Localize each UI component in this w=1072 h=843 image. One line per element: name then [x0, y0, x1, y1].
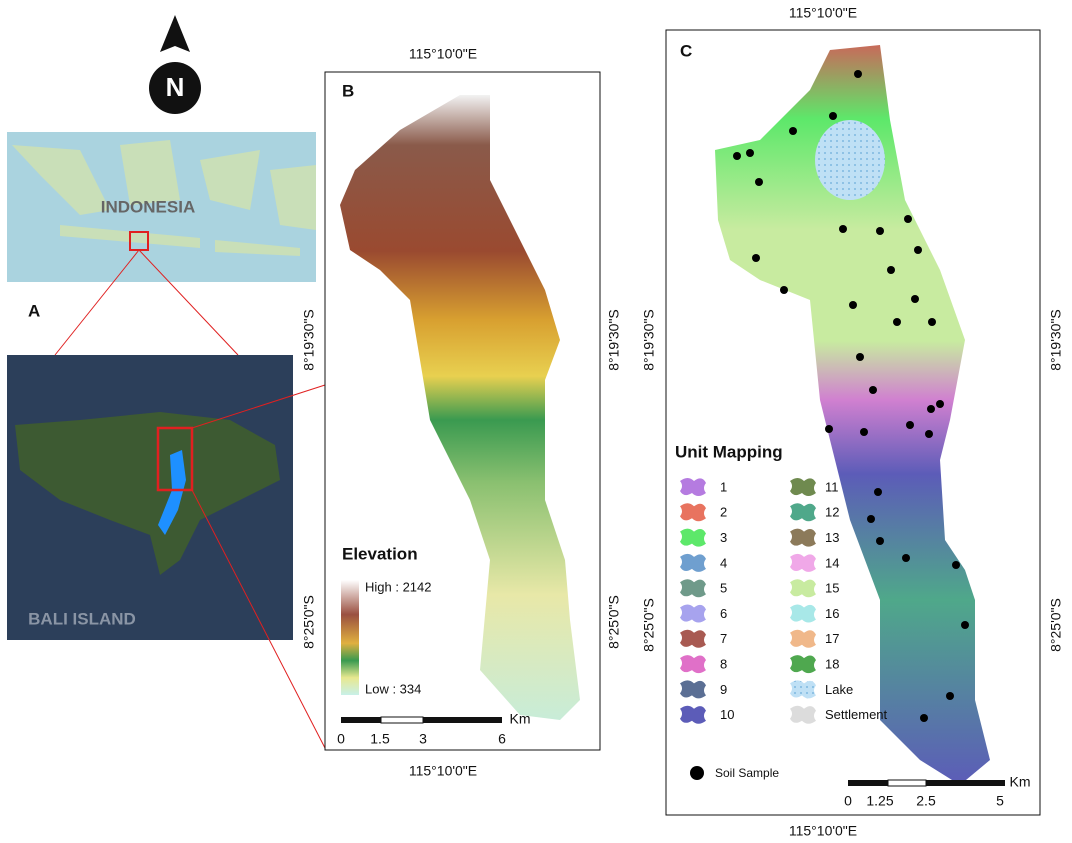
lon-label: 115°10'0"E: [789, 5, 857, 21]
lat-label: 8°25'0"S: [1048, 598, 1064, 652]
lat-label: 8°25'0"S: [606, 595, 622, 649]
legend-label: 6: [720, 606, 727, 621]
legend-swatch: [790, 554, 816, 572]
sample-symbol: [690, 766, 704, 780]
lat-label: 8°19'30"S: [641, 309, 657, 371]
legend-label: 4: [720, 555, 727, 570]
legend-label: Settlement: [825, 707, 888, 722]
legend-high: High : 2142: [365, 579, 432, 594]
legend-swatch: [680, 554, 706, 572]
lat-label: 8°25'0"S: [641, 598, 657, 652]
legend-label: 3: [720, 530, 727, 545]
lon-label: 115°10'0"E: [409, 46, 477, 62]
legend-label: 16: [825, 606, 839, 621]
lat-label: 8°19'30"S: [301, 309, 317, 371]
lat-label: 8°19'30"S: [606, 309, 622, 371]
legend-swatch: [790, 680, 816, 698]
scale-label: 1.25: [866, 793, 893, 809]
scale-label: 3: [419, 731, 427, 747]
scale-label: 1.5: [370, 731, 390, 747]
legend-swatch: [790, 630, 816, 648]
legend-swatch: [680, 630, 706, 648]
legend-label: 8: [720, 657, 727, 672]
lat-label: 8°19'30"S: [1048, 309, 1064, 371]
legend-label: 12: [825, 505, 839, 520]
north-label: N: [166, 72, 185, 102]
legend-swatch: [680, 503, 706, 521]
elevation-bar: [341, 580, 359, 695]
scale-bar: [341, 717, 502, 723]
scale-label: 6: [498, 731, 506, 747]
scale-bar: [848, 780, 1005, 786]
legend-swatch: [790, 655, 816, 673]
legend-swatch: [790, 605, 816, 623]
island-label: BALI ISLAND: [28, 609, 136, 628]
scale-label: 0: [337, 731, 345, 747]
legend-label: 15: [825, 581, 839, 596]
sample-label: Soil Sample: [715, 766, 779, 780]
legend-swatch: [680, 680, 706, 698]
north-arrow: [160, 15, 190, 52]
legend-label: 11: [825, 479, 839, 494]
legend-label: 9: [720, 682, 727, 697]
legend-label: 13: [825, 530, 839, 545]
legend-label: Lake: [825, 682, 853, 697]
legend-label: 14: [825, 555, 839, 570]
scale-label: 0: [844, 793, 852, 809]
legend-swatch: [680, 706, 706, 724]
legend-label: 10: [720, 707, 734, 722]
scale-label: 5: [996, 793, 1004, 809]
legend-swatch: [680, 655, 706, 673]
figure: N INDONESIA A BALI ISLAND B 115°10'0"E 1…: [0, 0, 1072, 843]
legend-swatch: [790, 503, 816, 521]
legend-low: Low : 334: [365, 681, 421, 696]
scale-unit: Km: [1010, 774, 1031, 790]
legend-title: Unit Mapping: [675, 442, 783, 461]
legend-label: 18: [825, 657, 839, 672]
legend-swatch: [680, 478, 706, 496]
legend-swatch: [790, 579, 816, 597]
lake: [815, 120, 885, 200]
legend-swatch: [680, 579, 706, 597]
scale-unit: Km: [510, 711, 531, 727]
legend-label: 5: [720, 581, 727, 596]
legend-swatch: [790, 478, 816, 496]
lon-label: 115°10'0"E: [789, 823, 857, 839]
legend-label: 2: [720, 505, 727, 520]
legend-swatch: [680, 529, 706, 547]
legend-label: 1: [720, 479, 727, 494]
panel-label: A: [28, 301, 40, 320]
scale-label: 2.5: [916, 793, 936, 809]
legend-label: 17: [825, 631, 839, 646]
legend-title: Elevation: [342, 544, 418, 563]
country-label: INDONESIA: [101, 197, 195, 216]
legend-label: 7: [720, 631, 727, 646]
legend-swatch: [680, 605, 706, 623]
panel-label: C: [680, 41, 692, 60]
legend-swatch: [790, 706, 816, 724]
legend-swatch: [790, 529, 816, 547]
lon-label: 115°10'0"E: [409, 763, 477, 779]
panel-label: B: [342, 81, 354, 100]
lat-label: 8°25'0"S: [301, 595, 317, 649]
